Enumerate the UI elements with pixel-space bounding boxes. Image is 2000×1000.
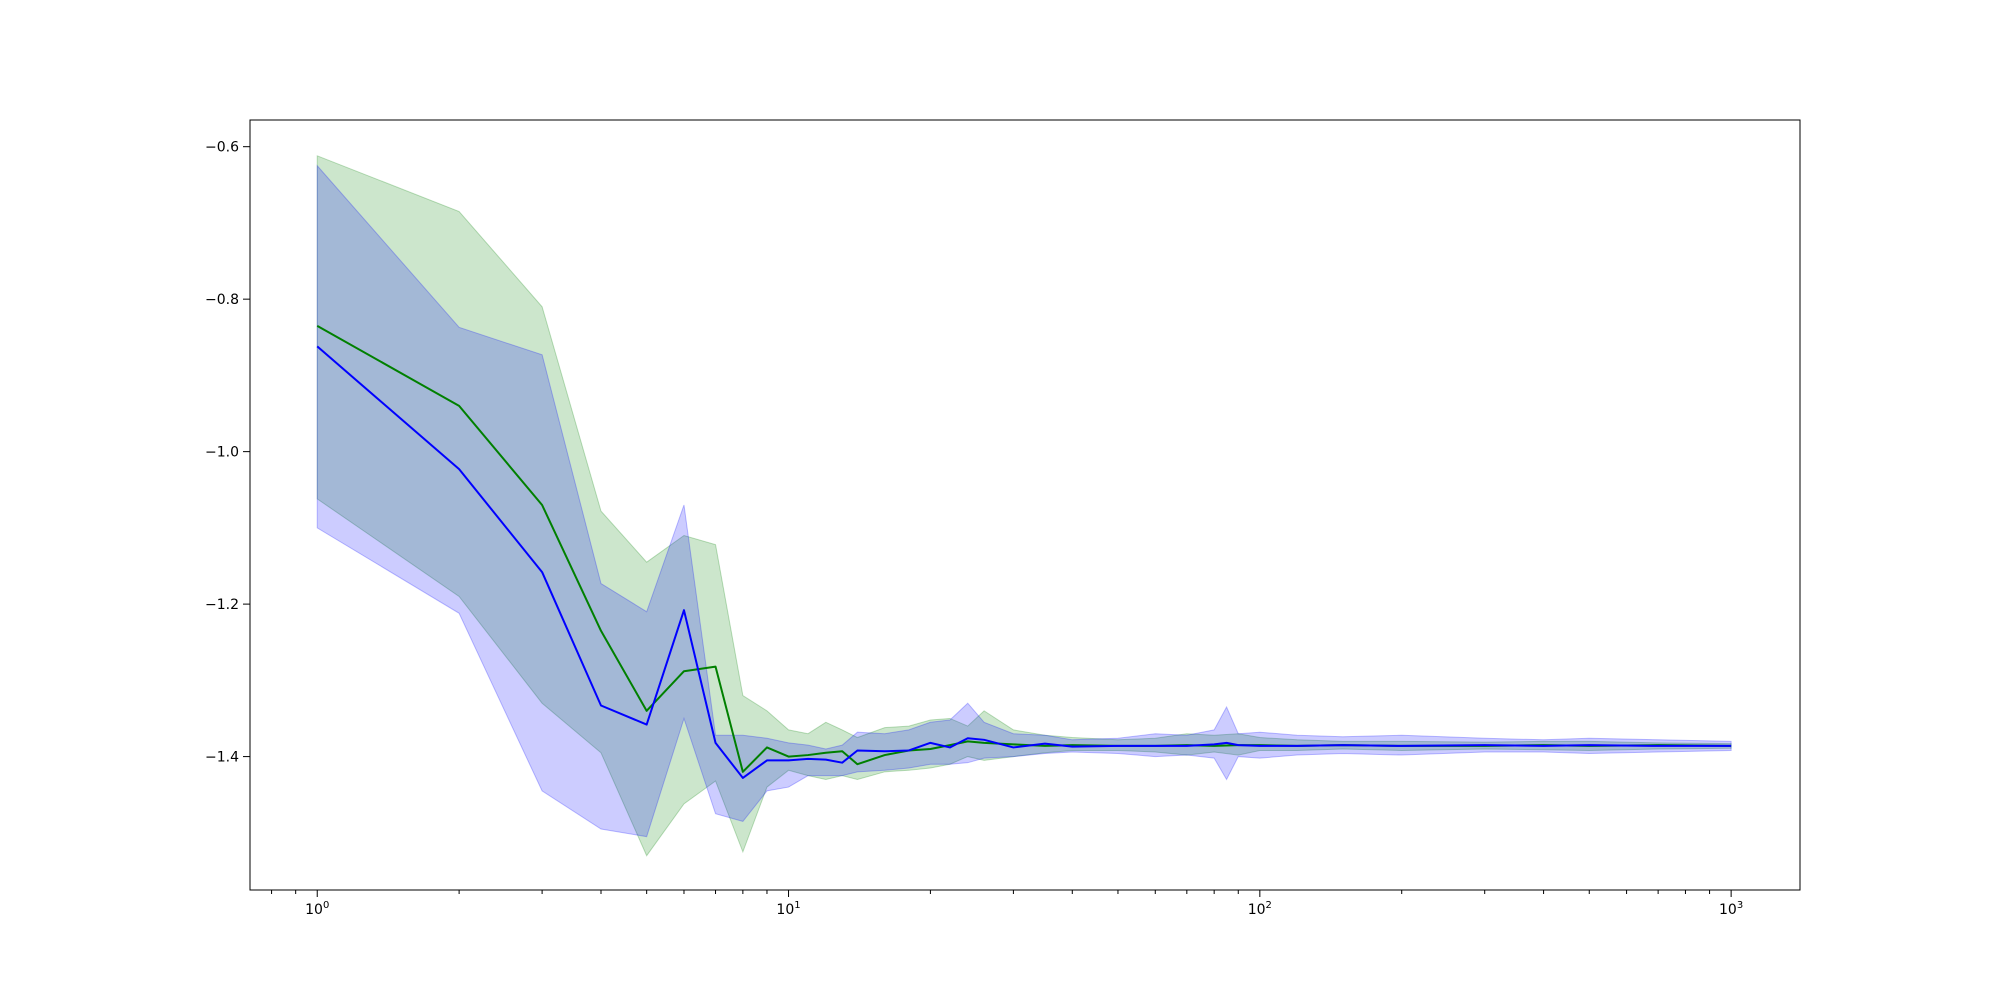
x-axis: 100 101 102 103: [271, 890, 1743, 918]
x-tick-label: 101: [776, 900, 800, 918]
y-tick-label: −0.8: [205, 292, 239, 308]
x-tick-label: 103: [1719, 900, 1743, 918]
line-series-2: [316, 345, 1732, 779]
y-tick-label: −0.6: [205, 140, 239, 156]
band-series-1: [316, 155, 1732, 857]
y-tick-label: −1.4: [205, 750, 239, 766]
band-series-2: [316, 164, 1732, 838]
y-tick-label: −1.0: [205, 445, 239, 461]
x-tick-label: 100: [305, 900, 329, 918]
plot-frame: [249, 119, 1801, 891]
confidence-bands: [316, 155, 1732, 857]
y-tick-label: −1.2: [205, 597, 239, 613]
y-axis: −0.6 −0.8 −1.0 −1.2 −1.4: [205, 140, 250, 766]
series-lines: [316, 324, 1732, 779]
x-tick-label: 102: [1248, 900, 1272, 918]
